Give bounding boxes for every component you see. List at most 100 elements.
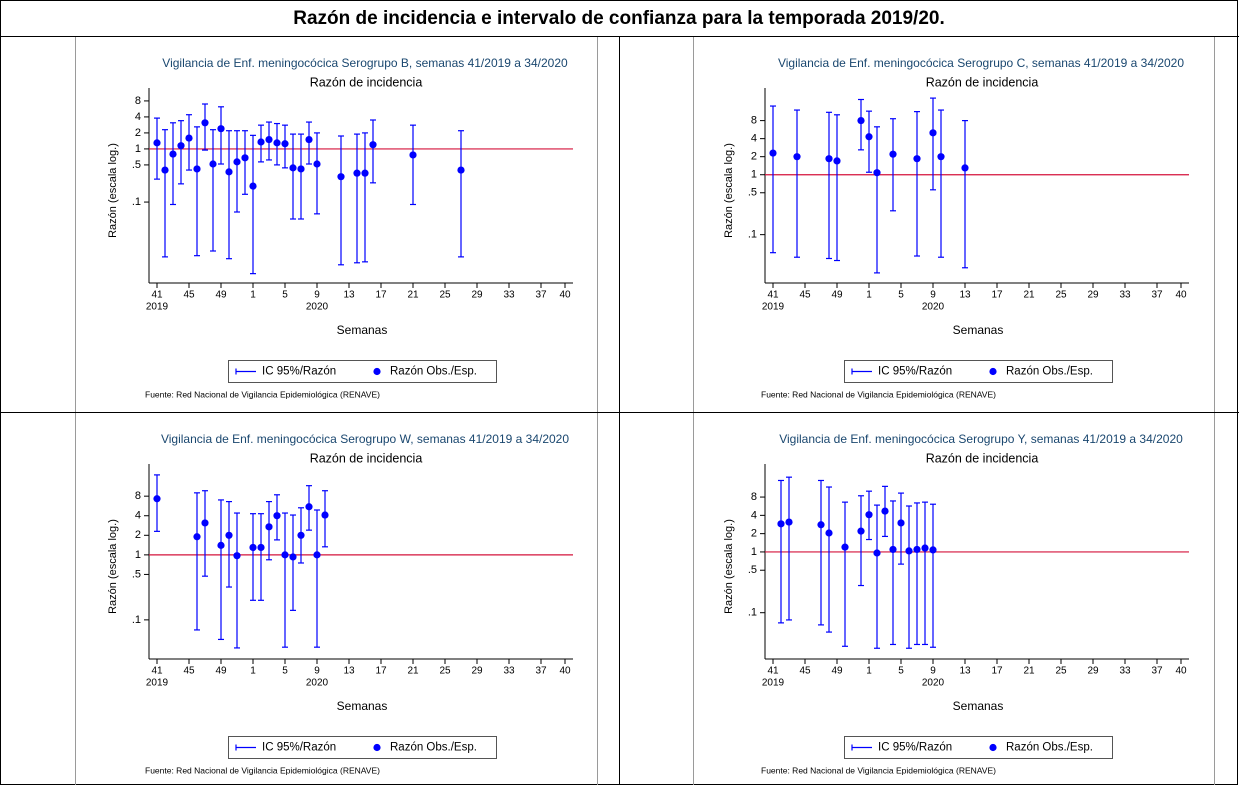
y-tick-label: 2 <box>751 528 757 540</box>
x-tick-label: 13 <box>959 666 971 677</box>
data-point <box>777 520 785 528</box>
data-point <box>961 164 969 172</box>
y-tick-label: 8 <box>135 95 141 107</box>
data-point <box>249 543 257 552</box>
data-point <box>177 142 185 150</box>
x-tick-label: 21 <box>1023 290 1035 301</box>
x-tick-label: 49 <box>831 666 843 677</box>
data-point <box>257 543 265 552</box>
y-tick-label: 8 <box>135 490 141 502</box>
x-tick-label: 33 <box>1119 290 1131 301</box>
x-tick-label: 13 <box>343 290 355 301</box>
chart-title: Vigilancia de Enf. meningocócica Serogru… <box>162 56 568 70</box>
data-point <box>225 531 233 539</box>
x-tick-label: 49 <box>831 290 843 301</box>
data-point <box>313 160 321 168</box>
source-note: Fuente: Red Nacional de Vigilancia Epide… <box>761 389 996 399</box>
x-tick-label: 40 <box>559 666 571 677</box>
data-point <box>865 133 873 141</box>
x-tick-label: 1 <box>250 666 256 677</box>
data-point <box>841 543 849 551</box>
data-point <box>185 134 193 142</box>
x-tick-label: 49 <box>215 290 227 301</box>
chart-subtitle: Razón de incidencia <box>310 75 423 89</box>
data-point <box>289 164 297 172</box>
x-tick-label: 21 <box>407 666 419 677</box>
x-tick-label: 29 <box>1087 290 1099 301</box>
x-tick-label: 5 <box>898 290 904 301</box>
x-tick-label: 1 <box>250 290 256 301</box>
x-tick-label: 13 <box>959 290 971 301</box>
chart-title: Vigilancia de Enf. meningocócica Serogru… <box>778 56 1184 70</box>
data-point <box>193 165 201 173</box>
data-point <box>793 153 801 161</box>
data-point <box>897 519 905 527</box>
x-tick-label: 29 <box>471 290 483 301</box>
data-point <box>825 529 833 537</box>
data-point <box>833 157 841 165</box>
data-point <box>857 527 865 535</box>
x-tick-label: 33 <box>503 290 515 301</box>
x-tick-label: 1 <box>866 290 872 301</box>
y-tick-label: 1 <box>751 169 757 181</box>
data-point <box>409 151 417 159</box>
data-point <box>929 546 937 554</box>
legend-label: IC 95%/Razón <box>262 742 336 754</box>
y-tick-label: .5 <box>132 159 141 171</box>
data-point <box>249 182 257 190</box>
y-tick-label: .1 <box>748 229 757 241</box>
y-tick-label: .5 <box>132 568 141 580</box>
y-tick-label: 2 <box>135 529 141 541</box>
year-label: 2020 <box>306 678 329 689</box>
data-point <box>305 503 313 511</box>
x-axis-label: Semanas <box>953 323 1004 337</box>
legend-label: IC 95%/Razón <box>878 742 952 754</box>
x-tick-label: 41 <box>151 666 163 677</box>
data-point <box>161 166 169 174</box>
data-point <box>217 125 225 133</box>
legend-label: Razón Obs./Esp. <box>1006 366 1093 378</box>
y-tick-label: .1 <box>132 614 141 626</box>
x-tick-label: 37 <box>535 290 547 301</box>
data-point <box>297 165 305 173</box>
y-tick-label: .1 <box>132 196 141 208</box>
x-tick-label: 41 <box>767 666 779 677</box>
x-tick-label: 5 <box>898 666 904 677</box>
legend-label: Razón Obs./Esp. <box>1006 742 1093 754</box>
x-tick-label: 37 <box>1151 666 1163 677</box>
x-tick-label: 25 <box>1055 290 1067 301</box>
data-point <box>257 138 265 146</box>
data-point <box>273 139 281 147</box>
data-point <box>361 169 369 177</box>
data-point <box>201 119 209 127</box>
data-point <box>785 518 793 526</box>
chart-title: Vigilancia de Enf. meningocócica Serogru… <box>161 432 569 446</box>
x-tick-label: 45 <box>799 666 811 677</box>
data-point <box>209 160 217 168</box>
chart: Vigilancia de Enf. meningocócica Serogru… <box>107 56 573 399</box>
x-tick-label: 17 <box>375 290 387 301</box>
data-point <box>457 166 465 174</box>
y-tick-label: 8 <box>751 115 757 127</box>
x-tick-label: 17 <box>375 666 387 677</box>
year-label: 2019 <box>146 302 169 313</box>
data-point <box>881 507 889 515</box>
y-tick-label: 4 <box>135 510 141 522</box>
y-tick-label: 4 <box>751 509 757 521</box>
data-point <box>169 150 177 158</box>
data-point <box>889 545 897 554</box>
legend-label: Razón Obs./Esp. <box>390 742 477 754</box>
y-tick-label: 4 <box>135 111 141 123</box>
legend-box <box>228 360 497 383</box>
data-point <box>353 169 361 177</box>
year-label: 2019 <box>762 678 785 689</box>
y-tick-label: 1 <box>751 546 757 558</box>
x-tick-label: 9 <box>930 290 936 301</box>
source-note: Fuente: Red Nacional de Vigilancia Epide… <box>145 389 380 399</box>
chart: Vigilancia de Enf. meningocócica Serogru… <box>723 432 1189 775</box>
x-tick-label: 25 <box>439 290 451 301</box>
data-point <box>225 168 233 176</box>
data-point <box>865 511 873 519</box>
x-tick-label: 40 <box>559 290 571 301</box>
year-label: 2020 <box>306 302 329 313</box>
